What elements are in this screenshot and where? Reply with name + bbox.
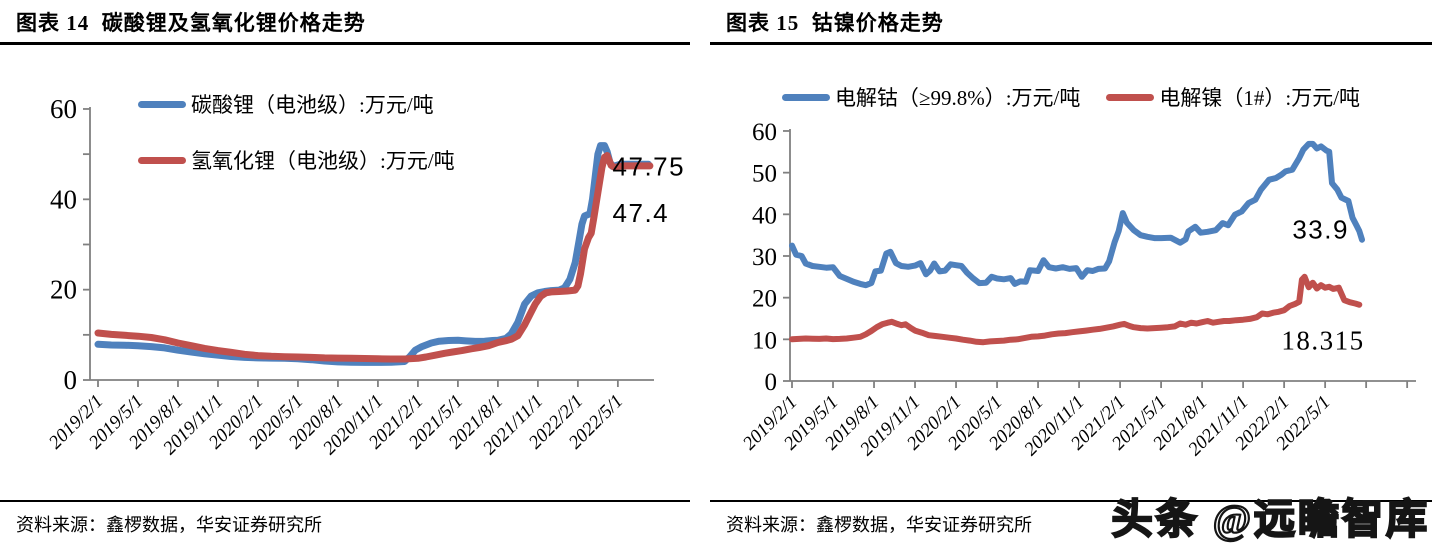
panel-lithium-footer: 资料来源：鑫椤数据，华安证券研究所 xyxy=(0,500,690,549)
y-tick-label: 0 xyxy=(765,369,778,396)
cobalt-nickel-chart-area: 0 10 20 30 40 50 60 2019/2/1 2019/5/1 2019/8/1 201… xyxy=(710,56,1432,488)
y-tick-label: 0 xyxy=(64,365,78,395)
legend-marker-blue xyxy=(138,100,186,108)
y-tick-label: 60 xyxy=(50,94,77,124)
panel-cobalt-nickel-header: 图表 15 钴镍价格走势 xyxy=(710,0,1432,45)
y-tick-label: 60 xyxy=(752,119,777,146)
cobalt-nickel-price-chart: 01020304050602019/2/12019/5/12019/8/1201… xyxy=(739,119,1416,460)
panel-lithium-header: 图表 14 碳酸锂及氢氧化锂价格走势 xyxy=(0,0,690,45)
series-line-0 xyxy=(94,142,652,366)
y-tick-label: 10 xyxy=(752,327,777,354)
legend-item-nickel: 电解镍（1#）:万元/吨 xyxy=(1106,82,1360,112)
series-line-1 xyxy=(789,273,1363,346)
legend-item-cobalt: 电解钴（≥99.8%）:万元/吨 xyxy=(781,82,1081,112)
source-text: 资料来源：鑫椤数据，华安证券研究所 xyxy=(16,515,322,535)
watermark-toutiao-yuanzhan: 头条 @远瞻智库 xyxy=(1111,495,1430,543)
y-tick-label: 40 xyxy=(50,184,77,214)
lithium-chart-legend: 碳酸锂（电池级）:万元/吨 氢氧化锂（电池级）:万元/吨 xyxy=(138,89,455,175)
data-label-47.75: 47.75 xyxy=(613,151,686,181)
y-tick-label: 50 xyxy=(752,161,777,188)
lithium-price-chart: 02040602019/2/12019/5/12019/8/12019/11/1… xyxy=(45,94,686,459)
panel-cobalt-nickel-footer: 资料来源：鑫椤数据，华安证券研究所 xyxy=(710,500,1432,549)
legend-item-lithium-hydroxide: 氢氧化锂（电池级）:万元/吨 xyxy=(138,145,455,175)
legend-label: 电解镍（1#）:万元/吨 xyxy=(1159,86,1361,110)
panel-lithium-title: 图表 14 碳酸锂及氢氧化锂价格走势 xyxy=(16,11,366,35)
legend-marker-red xyxy=(1106,93,1155,101)
legend-marker-blue xyxy=(781,93,830,101)
legend-marker-red xyxy=(138,156,186,164)
panel-lithium: 图表 14 碳酸锂及氢氧化锂价格走势 0 20 40 60 2019/2/1 2019/5… xyxy=(0,0,690,549)
y-tick-label: 20 xyxy=(752,286,777,313)
series-line-0 xyxy=(789,140,1365,289)
data-label-47.4: 47.4 xyxy=(613,198,670,228)
lithium-chart-area: 0 20 40 60 2019/2/1 2019/5/1 2019/8/1 2019/11/1… xyxy=(0,56,690,488)
data-label-18.315: 18.315 xyxy=(1281,326,1364,356)
data-label-33.9: 33.9 xyxy=(1292,215,1349,245)
panel-cobalt-nickel: 图表 15 钴镍价格走势 0 10 20 30 40 50 60 2019/2/1 2019/5… xyxy=(710,0,1432,549)
panel-cobalt-nickel-title: 图表 15 钴镍价格走势 xyxy=(726,11,944,35)
cobalt-nickel-chart-legend: 电解钴（≥99.8%）:万元/吨 电解镍（1#）:万元/吨 xyxy=(710,82,1432,112)
y-tick-label: 40 xyxy=(752,202,777,229)
legend-label: 碳酸锂（电池级）:万元/吨 xyxy=(191,93,434,117)
legend-label: 氢氧化锂（电池级）:万元/吨 xyxy=(191,149,455,173)
series-line-1 xyxy=(94,152,654,363)
legend-label: 电解钴（≥99.8%）:万元/吨 xyxy=(834,86,1081,110)
legend-item-lithium-carbonate: 碳酸锂（电池级）:万元/吨 xyxy=(138,89,455,119)
y-tick-label: 30 xyxy=(752,244,777,271)
y-tick-label: 20 xyxy=(50,275,77,305)
source-text: 资料来源：鑫椤数据，华安证券研究所 xyxy=(726,515,1032,535)
